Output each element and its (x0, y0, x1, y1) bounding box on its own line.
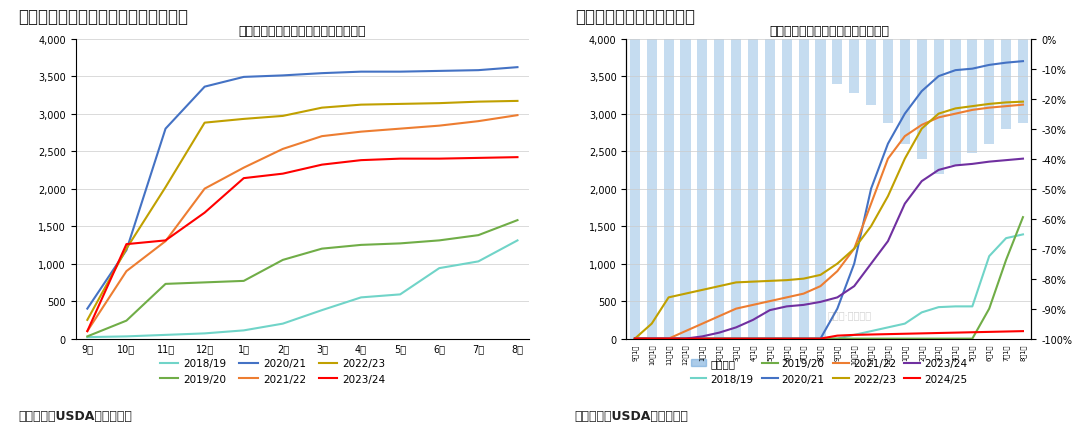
Title: 美国向中国月度累计出口装船（万吨）: 美国向中国月度累计出口装船（万吨） (239, 25, 366, 38)
Bar (883, 40, 893, 123)
Legend: 累计同比, 2018/19, 2019/20, 2020/21, 2021/22, 2022/23, 2023/24, 2024/25: 累计同比, 2018/19, 2019/20, 2020/21, 2021/22… (687, 354, 971, 388)
Bar (1018, 40, 1028, 123)
Bar (1001, 40, 1011, 129)
Bar (731, 40, 741, 339)
Bar (866, 40, 876, 105)
Bar (630, 40, 640, 339)
Text: 公众号·国富研究: 公众号·国富研究 (827, 310, 872, 320)
Bar (815, 40, 825, 339)
Bar (765, 40, 775, 339)
Text: 数据来源：USDA，国富期货: 数据来源：USDA，国富期货 (575, 409, 689, 422)
Bar (968, 40, 977, 153)
Bar (748, 40, 758, 339)
Bar (714, 40, 725, 339)
Bar (849, 40, 860, 93)
Legend: 2018/19, 2019/20, 2020/21, 2021/22, 2022/23, 2023/24: 2018/19, 2019/20, 2020/21, 2021/22, 2022… (156, 354, 390, 388)
Bar (647, 40, 657, 339)
Bar (680, 40, 690, 339)
Text: 图：美豆对华出口销售情况: 图：美豆对华出口销售情况 (575, 8, 694, 25)
Title: 美豆对华累计出口销售情况（万吨）: 美豆对华累计出口销售情况（万吨） (769, 25, 889, 38)
Bar (900, 40, 910, 144)
Bar (950, 40, 960, 165)
Bar (782, 40, 792, 339)
Bar (698, 40, 707, 339)
Bar (984, 40, 995, 144)
Bar (663, 40, 674, 339)
Bar (833, 40, 842, 84)
Text: 数据来源：USDA，国富期货: 数据来源：USDA，国富期货 (18, 409, 133, 422)
Bar (917, 40, 927, 159)
Bar (933, 40, 944, 174)
Bar (798, 40, 809, 339)
Text: 图：美国对中国月度累计出口装船状况: 图：美国对中国月度累计出口装船状况 (18, 8, 189, 25)
